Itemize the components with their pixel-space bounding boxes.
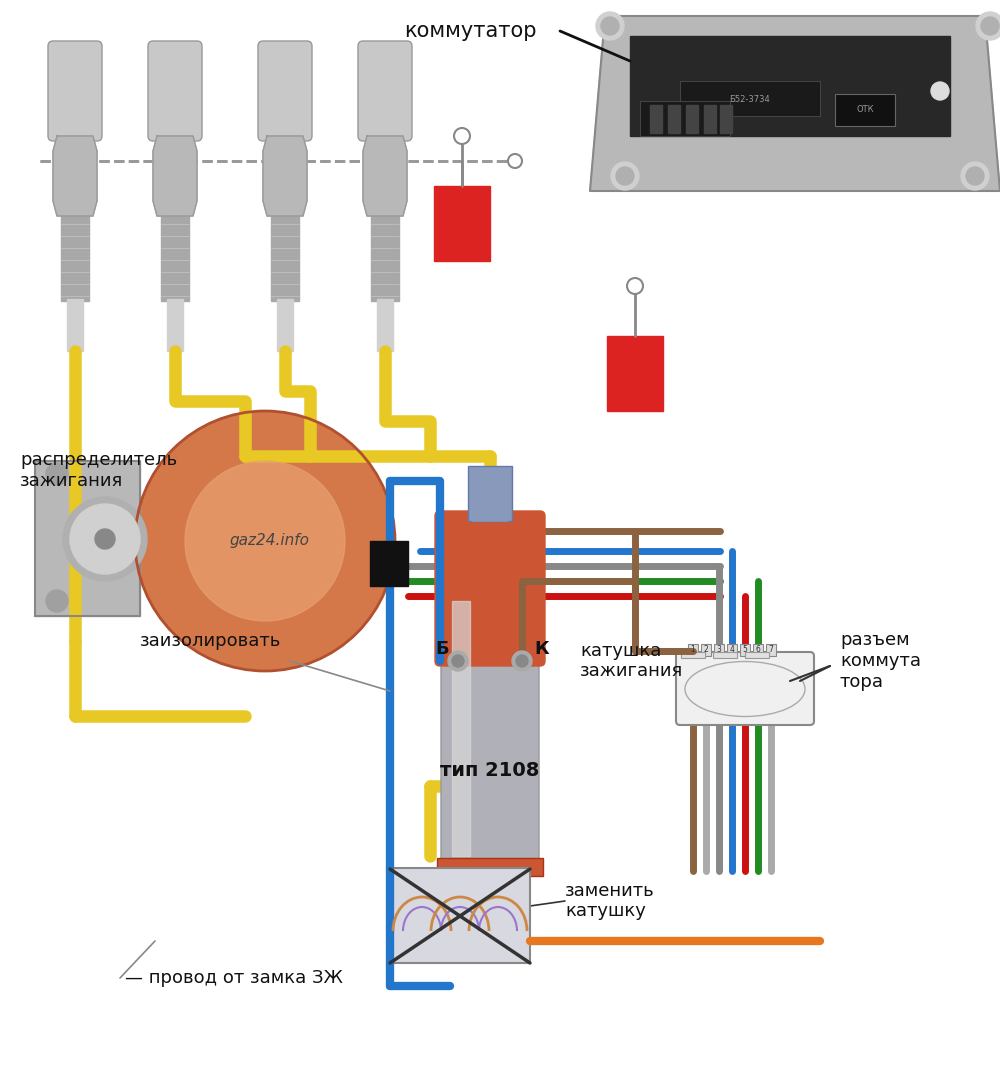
Bar	[835, 94, 895, 126]
Text: 5: 5	[743, 646, 747, 654]
FancyBboxPatch shape	[441, 597, 539, 865]
Bar	[61, 216, 89, 301]
Bar	[745, 652, 769, 658]
Bar	[371, 216, 399, 301]
Bar	[753, 644, 763, 657]
FancyBboxPatch shape	[435, 511, 545, 666]
Circle shape	[596, 12, 624, 40]
Circle shape	[70, 504, 140, 574]
Circle shape	[448, 651, 468, 672]
Text: тип 2108: тип 2108	[440, 761, 540, 781]
Circle shape	[95, 529, 115, 549]
Text: — провод от замка ЗЖ: — провод от замка ЗЖ	[125, 969, 343, 987]
Bar	[668, 105, 680, 133]
Text: катушка
зажигания: катушка зажигания	[580, 642, 683, 680]
Circle shape	[611, 162, 639, 190]
Bar	[704, 105, 716, 133]
Bar	[714, 644, 724, 657]
Text: 7: 7	[769, 646, 773, 654]
Circle shape	[961, 162, 989, 190]
Polygon shape	[472, 496, 508, 521]
Polygon shape	[263, 136, 307, 216]
Text: распределитель
зажигания: распределитель зажигания	[20, 451, 177, 489]
Circle shape	[616, 167, 634, 185]
Bar	[727, 644, 737, 657]
Circle shape	[627, 278, 643, 295]
Bar	[171, 350, 179, 376]
Circle shape	[601, 17, 619, 35]
Circle shape	[516, 655, 528, 667]
Polygon shape	[590, 16, 1000, 191]
Bar	[271, 216, 299, 301]
Text: 1: 1	[691, 646, 695, 654]
Text: Б: Б	[435, 640, 449, 658]
Bar	[630, 36, 950, 136]
FancyBboxPatch shape	[48, 41, 102, 141]
Text: К: К	[535, 640, 549, 658]
Bar	[381, 350, 389, 376]
Bar	[437, 858, 543, 876]
Bar	[370, 541, 408, 586]
Bar	[161, 216, 189, 301]
Circle shape	[63, 497, 147, 580]
Bar	[713, 652, 737, 658]
Bar	[281, 350, 289, 376]
Bar	[67, 299, 83, 351]
Bar	[390, 868, 530, 963]
Bar	[640, 101, 730, 136]
Bar	[277, 299, 293, 351]
Bar	[650, 105, 662, 133]
Bar	[607, 336, 663, 411]
Bar	[468, 466, 512, 521]
Circle shape	[46, 590, 68, 612]
Circle shape	[931, 82, 949, 100]
Polygon shape	[363, 136, 407, 216]
FancyBboxPatch shape	[358, 41, 412, 141]
Text: 3: 3	[717, 646, 721, 654]
Bar	[377, 299, 393, 351]
Circle shape	[452, 655, 464, 667]
Polygon shape	[35, 461, 140, 616]
Bar	[701, 644, 711, 657]
Text: коммутатор: коммутатор	[404, 21, 536, 41]
Text: разъем
коммута
тора: разъем коммута тора	[840, 631, 921, 691]
Circle shape	[454, 129, 470, 144]
Text: заменить
катушку: заменить катушку	[565, 881, 655, 920]
FancyBboxPatch shape	[148, 41, 202, 141]
Text: 2: 2	[704, 646, 708, 654]
Bar	[740, 644, 750, 657]
Circle shape	[508, 154, 522, 168]
Text: 6: 6	[756, 646, 760, 654]
Text: Б52-3734: Б52-3734	[730, 94, 770, 104]
Circle shape	[976, 12, 1000, 40]
Circle shape	[981, 17, 999, 35]
Polygon shape	[53, 136, 97, 216]
Bar	[452, 601, 470, 856]
Text: 4: 4	[730, 646, 734, 654]
Bar	[680, 81, 820, 116]
Bar	[686, 105, 698, 133]
Text: gaz24.info: gaz24.info	[230, 533, 310, 548]
Circle shape	[135, 411, 395, 672]
FancyBboxPatch shape	[676, 652, 814, 725]
Bar	[167, 299, 183, 351]
Circle shape	[46, 463, 68, 485]
Circle shape	[966, 167, 984, 185]
Bar	[434, 186, 490, 261]
Text: ОТК: ОТК	[856, 106, 874, 115]
Circle shape	[185, 461, 345, 621]
Text: заизолировать: заизолировать	[140, 632, 281, 650]
Bar	[688, 644, 698, 657]
Bar	[681, 652, 705, 658]
Circle shape	[512, 651, 532, 672]
Bar	[720, 105, 732, 133]
Polygon shape	[153, 136, 197, 216]
FancyBboxPatch shape	[258, 41, 312, 141]
Bar	[71, 350, 79, 376]
Bar	[766, 644, 776, 657]
